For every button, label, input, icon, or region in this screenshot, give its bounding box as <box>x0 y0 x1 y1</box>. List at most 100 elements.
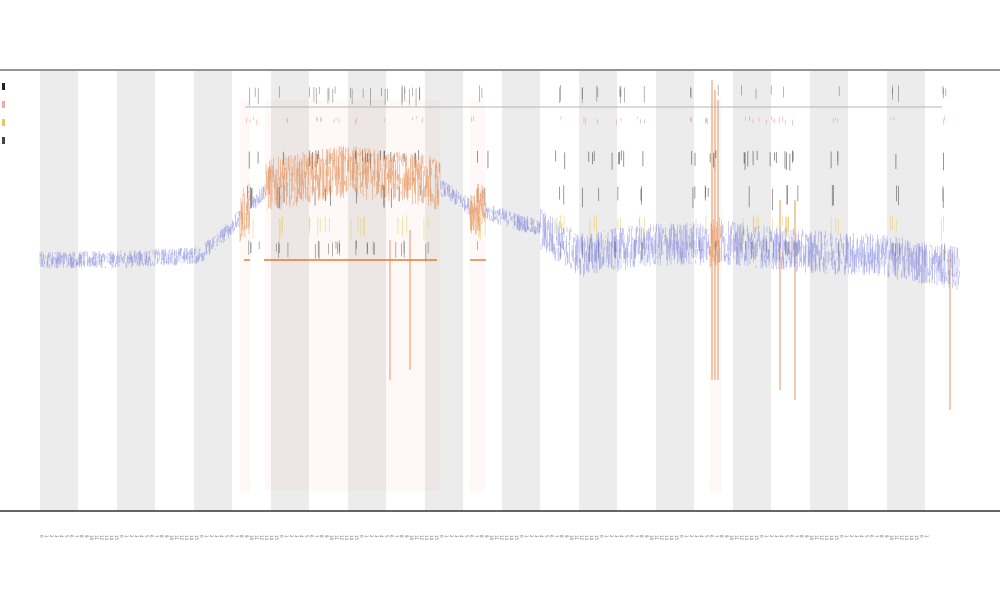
annotation-ticks <box>246 80 951 410</box>
x-tick-label: 14 <box>109 535 114 541</box>
x-tick-label: 3 <box>694 535 699 538</box>
x-tick-label: 0 <box>199 535 204 538</box>
x-tick-label: 8 <box>719 535 724 538</box>
x-tick-label: 15 <box>674 535 679 541</box>
x-tick-label: 7 <box>794 535 799 538</box>
x-tick-label: 4 <box>779 535 784 538</box>
background-band <box>348 71 386 511</box>
x-tick-label: 0 <box>599 535 604 538</box>
x-tick-label: 7 <box>314 535 319 538</box>
x-tick-label: 14 <box>269 535 274 541</box>
x-tick-label: 14 <box>429 535 434 541</box>
x-tick-label: 0 <box>439 535 444 538</box>
x-tick-label: 3 <box>294 535 299 538</box>
x-tick-label: 5 <box>864 535 869 538</box>
x-tick-label: 1 <box>284 535 289 538</box>
x-tick-label: 8 <box>239 535 244 538</box>
x-tick-label: 15 <box>754 535 759 541</box>
x-tick-label: 6 <box>709 535 714 538</box>
x-tick-label: 7 <box>474 535 479 538</box>
x-tick-label: 7 <box>634 535 639 538</box>
x-tick-label: 8 <box>479 535 484 538</box>
background-band <box>117 71 155 511</box>
background-band <box>502 71 540 511</box>
x-tick-label: 11 <box>734 535 739 541</box>
x-tick-label: 8 <box>399 535 404 538</box>
highlight-region <box>240 100 250 491</box>
x-tick-label: 14 <box>829 535 834 541</box>
x-tick-label: 14 <box>189 535 194 541</box>
x-tick-label: 4 <box>59 535 64 538</box>
x-tick-label: 13 <box>424 535 429 541</box>
background-band <box>733 71 771 511</box>
x-tick-label: 10 <box>329 535 334 541</box>
x-tick-label: 13 <box>344 535 349 541</box>
x-tick-label: 1 <box>844 535 849 538</box>
x-tick-label: 10 <box>89 535 94 541</box>
x-tick-label: 15 <box>834 535 839 541</box>
x-tick-label: 6 <box>789 535 794 538</box>
x-tick-label: 4 <box>379 535 384 538</box>
x-tick-label: 3 <box>214 535 219 538</box>
x-tick-label: 15 <box>434 535 439 541</box>
x-tick-label: 15 <box>914 535 919 541</box>
x-tick-label: 3 <box>374 535 379 538</box>
x-tick-label: 9 <box>324 535 329 538</box>
x-tick-label: 2 <box>689 535 694 538</box>
x-tick-label: 2 <box>289 535 294 538</box>
highlight-region <box>710 100 722 491</box>
legend <box>2 80 14 152</box>
x-tick-label: 0 <box>279 535 284 538</box>
x-tick-label: 9 <box>164 535 169 538</box>
x-tick-label: 5 <box>224 535 229 538</box>
x-tick-label: 2 <box>609 535 614 538</box>
x-tick-label: 7 <box>714 535 719 538</box>
x-tick-label: 15 <box>594 535 599 541</box>
x-tick-label: 14 <box>669 535 674 541</box>
x-tick-label: 5 <box>544 535 549 538</box>
x-tick-label: 11 <box>494 535 499 541</box>
x-tick-label: 13 <box>104 535 109 541</box>
x-tick-label: 11 <box>94 535 99 541</box>
x-tick-label: 14 <box>589 535 594 541</box>
x-tick-label: 13 <box>264 535 269 541</box>
x-tick-label: 1 <box>524 535 529 538</box>
x-tick-label: 5 <box>624 535 629 538</box>
x-tick-label: 9 <box>804 535 809 538</box>
x-tick-label: 15 <box>354 535 359 541</box>
x-tick-label: 9 <box>84 535 89 538</box>
x-tick-label: 12 <box>659 535 664 541</box>
x-tick-label: 14 <box>909 535 914 541</box>
x-tick-label: 7 <box>74 535 79 538</box>
legend-swatch <box>2 137 5 144</box>
x-tick-label: 9 <box>884 535 889 538</box>
x-tick-label: 12 <box>899 535 904 541</box>
x-tick-label: 15 <box>114 535 119 541</box>
x-tick-label: 10 <box>809 535 814 541</box>
x-tick-label: 9 <box>244 535 249 538</box>
x-tick-label: 10 <box>569 535 574 541</box>
x-tick-label: 5 <box>304 535 309 538</box>
legend-item <box>2 80 14 98</box>
x-tick-label: 8 <box>799 535 804 538</box>
x-tick-label: 8 <box>639 535 644 538</box>
x-tick-label: 10 <box>249 535 254 541</box>
x-tick-label: 12 <box>179 535 184 541</box>
x-tick-label: 2 <box>369 535 374 538</box>
background-band <box>656 71 694 511</box>
x-tick-label: 2 <box>849 535 854 538</box>
x-tick-label: 0 <box>359 535 364 538</box>
x-tick-label: 12 <box>419 535 424 541</box>
x-tick-label: 1 <box>764 535 769 538</box>
x-tick-label: 9 <box>484 535 489 538</box>
x-tick-label: 10 <box>649 535 654 541</box>
background-band <box>425 71 463 511</box>
x-tick-label: 3 <box>54 535 59 538</box>
x-tick-label: 12 <box>739 535 744 541</box>
x-tick-label: 12 <box>99 535 104 541</box>
legend-swatch <box>2 119 5 126</box>
x-tick-label: 8 <box>879 535 884 538</box>
x-tick-label: 2 <box>529 535 534 538</box>
x-tick-label: 6 <box>69 535 74 538</box>
